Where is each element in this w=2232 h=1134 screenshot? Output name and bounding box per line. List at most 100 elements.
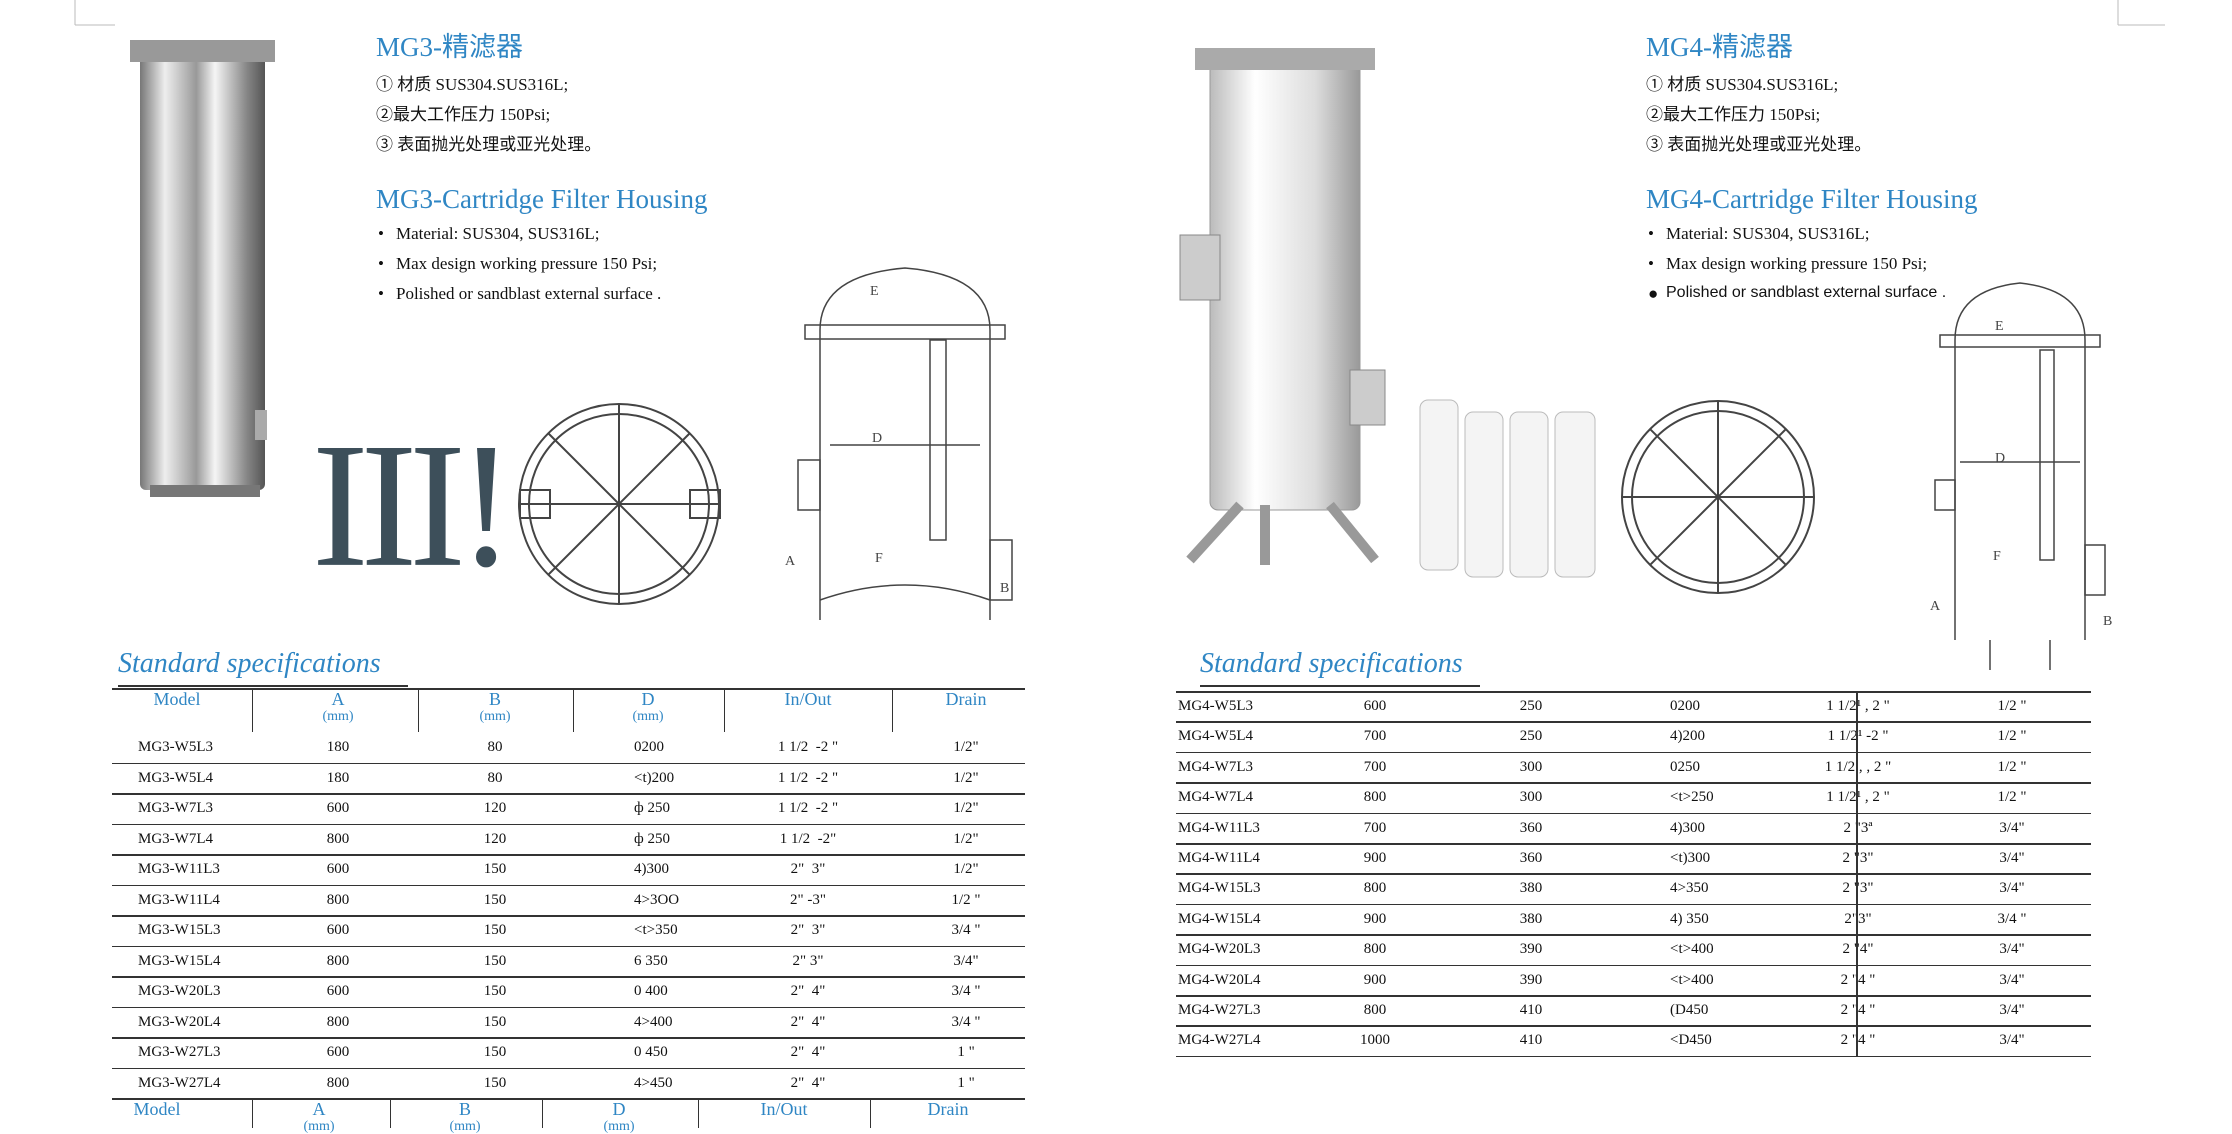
header-cell: Model: [153, 689, 201, 709]
cell: 1/2": [953, 830, 979, 847]
rule: [698, 1098, 699, 1128]
cell: 600: [326, 922, 350, 938]
cell: 1/2 ": [1997, 728, 2027, 745]
en-title: MG3-Cartridge Filter Housing: [376, 184, 708, 214]
cell: 2" 3": [792, 952, 824, 969]
cell: MG4-W27L3: [1178, 1002, 1261, 1018]
cell: 410: [1519, 1002, 1543, 1018]
cell: 120: [483, 830, 507, 847]
cell: 700: [1363, 819, 1387, 836]
cell: 4)300: [1670, 819, 1705, 836]
rule: [870, 1098, 871, 1128]
cell: 1/2 ": [1997, 698, 2027, 714]
cell: 3/4": [1999, 1002, 2025, 1018]
header-cell: D: [641, 689, 655, 709]
cell: 360: [1519, 819, 1543, 836]
footer-cell: Drain: [927, 1099, 969, 1119]
drawing-label: B: [1000, 581, 1010, 596]
cell: MG4-W7L3: [1178, 758, 1253, 775]
cell: 1/2 ": [1997, 758, 2027, 775]
header-cell: A: [331, 689, 345, 709]
footer-unit: (mm): [449, 1119, 481, 1134]
rule: [112, 945, 1025, 947]
footer-cell: A: [312, 1099, 326, 1119]
cell: <t)200: [634, 769, 675, 786]
cell: 2" 4": [790, 1013, 826, 1030]
cell: 1 1/2 -2 ": [777, 800, 839, 816]
footer-cell: B: [458, 1099, 472, 1119]
rule: [1856, 691, 1858, 1056]
rule: [112, 1098, 1025, 1100]
section-title: MG3-精滤器: [376, 32, 523, 62]
rule: [892, 688, 893, 732]
rule: [1176, 1025, 2091, 1027]
cell: 4>400: [634, 1013, 673, 1030]
en-point: Material: SUS304, SUS316L;: [396, 224, 600, 243]
cell: 1/2 ": [1997, 789, 2027, 806]
footer-cell: D: [612, 1099, 626, 1119]
cell: 900: [1363, 910, 1387, 927]
cell: 120: [483, 800, 507, 816]
cell: 180: [326, 769, 350, 786]
cell: 80: [487, 769, 503, 786]
cell: 800: [1363, 789, 1387, 806]
header-unit: (mm): [479, 709, 511, 724]
cell: 3/4 ": [1997, 910, 2027, 927]
cell: 800: [1363, 880, 1387, 897]
cn-point: ③ 表面抛光处理或亚光处理。: [1646, 135, 1872, 154]
cell: 150: [483, 1013, 507, 1030]
rule: [1176, 903, 2091, 906]
cell: 390: [1519, 941, 1543, 958]
cell: 600: [326, 800, 350, 816]
en-point: Max design working pressure 150 Psi;: [396, 254, 658, 273]
cell: MG3-W11L3: [138, 861, 220, 877]
cell: 0 450: [634, 1044, 668, 1060]
cell: 1 1/2 , , 2 ": [1824, 758, 1892, 775]
cell: 800: [326, 830, 350, 847]
cell: MG3-W5L4: [138, 769, 213, 786]
cell: 150: [483, 1044, 507, 1060]
rule: [1176, 843, 2091, 845]
cell: 1 1/2 -2": [779, 830, 837, 847]
cell: MG4-W7L4: [1178, 789, 1253, 806]
mg3-top-view: [518, 403, 721, 605]
cell: MG4-W15L4: [1178, 910, 1261, 927]
cell: 150: [483, 922, 507, 938]
overlay-text: III!: [312, 406, 514, 604]
cell: 4)300: [634, 861, 669, 877]
spec-title: Standard specifications: [1200, 648, 1463, 679]
rule: [1200, 685, 1480, 687]
rule: [112, 915, 1025, 917]
drawing-label: B: [2103, 614, 2113, 629]
rule: [252, 688, 253, 732]
cell: 3/4 ": [951, 922, 981, 938]
cell: 3/4": [1999, 850, 2025, 866]
rule: [112, 1037, 1025, 1039]
cell: MG3-W15L4: [138, 952, 221, 969]
drawing-label: F: [875, 551, 883, 566]
cell: 800: [326, 952, 350, 969]
cell: 3/4 ": [951, 1013, 981, 1030]
cell: 1/2": [953, 800, 979, 816]
cell: 390: [1519, 971, 1543, 988]
footer-unit: (mm): [303, 1119, 335, 1134]
rule: [1176, 751, 2091, 754]
cell: 3/4": [953, 952, 979, 969]
rule: [118, 685, 408, 687]
cell: MG4-W11L3: [1178, 819, 1260, 836]
rule: [1176, 812, 2091, 815]
cell: MG4-W27L4: [1178, 1032, 1261, 1049]
bullet: ●: [1648, 284, 1659, 303]
cell: 2 "3": [1842, 850, 1874, 866]
cell: 380: [1519, 910, 1543, 927]
rule: [112, 762, 1025, 764]
cell: MG4-W5L3: [1178, 698, 1253, 714]
cell: 80: [487, 739, 503, 755]
cell: 300: [1519, 789, 1543, 806]
cell: 1 1/2¹ , 2 ": [1826, 698, 1890, 714]
cell: 2 "4": [1842, 941, 1874, 958]
cell: 250: [1519, 698, 1543, 714]
cell: 380: [1519, 880, 1543, 897]
cell: 3/4": [1999, 819, 2025, 836]
